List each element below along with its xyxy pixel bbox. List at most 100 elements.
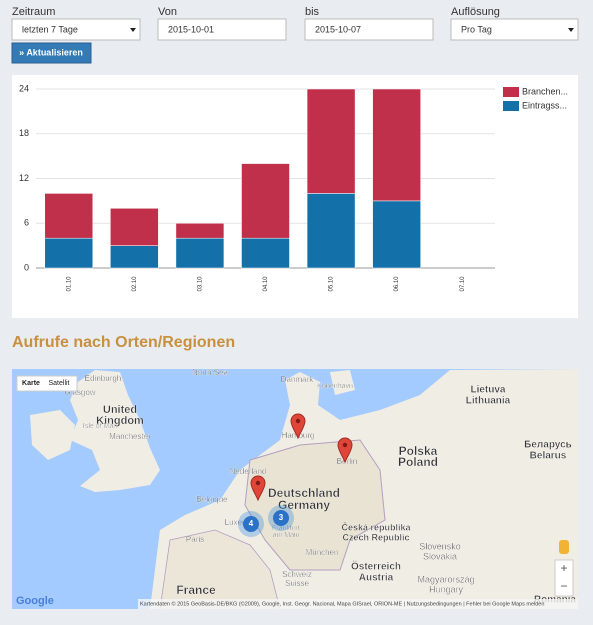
cluster[interactable] — [243, 516, 259, 532]
bar-segment — [372, 88, 421, 202]
chart-panel — [12, 75, 578, 318]
filter-label: bis — [305, 6, 320, 18]
bar-segment — [44, 237, 94, 269]
section-title: Aufrufe nach Orten/Regionen — [12, 334, 235, 351]
cluster-count[interactable]: 3 — [279, 513, 284, 522]
map-label: Suisse — [285, 579, 310, 588]
x-tick-label: 07.10 — [460, 276, 466, 292]
x-tick-label: 01.10 — [66, 276, 72, 292]
select-value[interactable]: Pro Tag — [461, 24, 492, 34]
chart: 0 6 12 18 24 01.10 02.10 03.10 04.10 05.10 06.10 07… — [19, 83, 568, 291]
pegman[interactable] — [559, 540, 569, 554]
zoom-button[interactable]: + — [560, 561, 567, 575]
map-label: Belarus — [530, 451, 567, 462]
map-marker-dot — [255, 480, 261, 486]
map-label: Danmark — [281, 375, 314, 384]
filter-label: Auflösung — [451, 6, 500, 18]
x-tick-label: 02.10 — [132, 276, 138, 292]
map-label: United — [103, 404, 137, 416]
x-tick-label: 05.10 — [329, 276, 335, 292]
map-label: Luxemb. — [225, 518, 256, 527]
map-label: Schweiz — [282, 570, 312, 579]
map-type-control[interactable] — [16, 375, 78, 392]
zoom-button[interactable]: − — [560, 579, 567, 593]
map-label: København — [317, 383, 353, 390]
select-value[interactable]: letzten 7 Tage — [22, 24, 78, 34]
cluster-count[interactable]: 4 — [249, 519, 254, 528]
input-value[interactable]: 2015-10-01 — [168, 24, 214, 34]
attribution: Kartendaten © 2015 GeoBasis-DE/BKG (©200… — [140, 600, 544, 607]
bar-segment — [175, 237, 225, 269]
x-tick-label: 06.10 — [394, 276, 400, 292]
map-label: Poland — [398, 455, 438, 469]
bar-segment — [175, 223, 225, 239]
map-label: Österreich — [351, 560, 401, 573]
bar-segment — [44, 193, 94, 239]
map: North Sea Edinburgh Glasgow UnitedKingdomIs… — [12, 368, 578, 609]
y-tick-label: 18 — [19, 128, 29, 138]
legend-label: Branchen... — [522, 86, 568, 96]
map-label: München — [306, 548, 339, 557]
bar-segment — [241, 163, 290, 239]
filter-label: Von — [158, 6, 177, 18]
map-label: Austria — [359, 573, 394, 584]
y-tick-label: 12 — [19, 173, 29, 183]
date-input[interactable] — [304, 18, 434, 41]
x-tick-label: 04.10 — [263, 276, 269, 292]
land — [30, 410, 75, 460]
map-label: Беларусь — [524, 440, 572, 451]
legend-label: Eintragss... — [522, 100, 567, 110]
map-label: Germany — [278, 498, 330, 512]
map-label: Nederland — [230, 467, 267, 476]
map-label: Kingdom — [96, 415, 144, 427]
map-label: Lithuania — [466, 396, 511, 407]
zoom-control — [554, 559, 574, 597]
y-tick-label: 24 — [19, 83, 29, 93]
bar-segment — [306, 88, 356, 194]
map-logo: Google — [16, 595, 54, 607]
map-label: Glasgow — [64, 388, 95, 397]
map-label: Deutschland — [268, 486, 340, 500]
map-label: Edinburgh — [85, 374, 121, 383]
select[interactable] — [450, 18, 579, 41]
map-label: Czech Republic — [342, 532, 409, 542]
bar-segment — [306, 193, 356, 269]
legend-swatch — [503, 101, 519, 111]
map-marker[interactable] — [250, 475, 266, 502]
map-marker-dot — [342, 442, 348, 448]
map-label: Manchester — [109, 432, 151, 441]
y-tick-label: 0 — [24, 262, 29, 272]
map-label: Polska — [399, 444, 438, 458]
map-marker[interactable] — [290, 413, 306, 440]
map-marker[interactable] — [337, 437, 353, 464]
country — [159, 529, 281, 609]
land — [330, 370, 355, 395]
input-value[interactable]: 2015-10-07 — [315, 24, 361, 34]
map-label: Lietuva — [470, 385, 505, 396]
land — [70, 370, 160, 492]
map-label: Frankfurt — [272, 525, 300, 532]
map-type[interactable]: Karte — [22, 380, 40, 387]
bar-segment — [110, 245, 159, 269]
map-label: Magyarország — [417, 574, 474, 584]
map-type[interactable]: Satellit — [48, 380, 69, 387]
select-arrow — [568, 28, 574, 32]
map-label: Paris — [186, 535, 204, 544]
bar-segment — [372, 200, 421, 269]
map-label: North Sea — [192, 368, 229, 377]
button-label[interactable]: » Aktualisieren — [19, 47, 83, 57]
map-marker-dot — [295, 418, 301, 424]
select-arrow — [130, 28, 136, 32]
date-input[interactable] — [157, 18, 287, 41]
map-label: Belgique — [196, 495, 228, 504]
cluster[interactable] — [273, 510, 289, 526]
refresh-button[interactable] — [11, 42, 92, 64]
map-label: am Main — [273, 532, 300, 539]
map-label: Slovakia — [423, 551, 457, 561]
y-tick-label: 6 — [24, 218, 29, 228]
select[interactable] — [11, 18, 141, 41]
legend-swatch — [503, 87, 519, 97]
bar-segment — [110, 208, 159, 246]
